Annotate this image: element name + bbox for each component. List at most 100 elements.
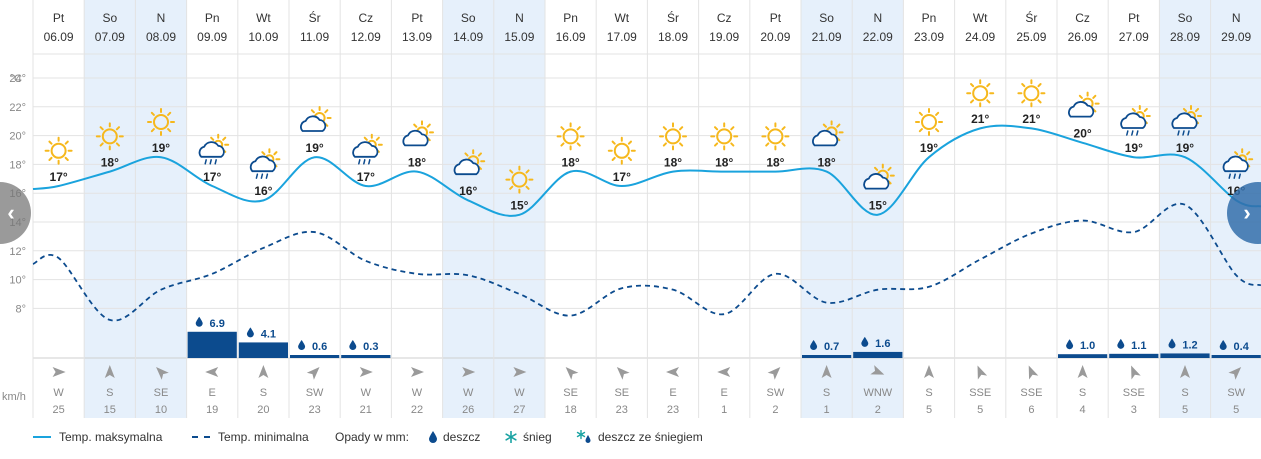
sun-ray — [611, 156, 616, 161]
legend-snow-label: śnieg — [523, 430, 552, 444]
cloud-shape — [402, 129, 429, 147]
wind-direction-label: SE — [614, 387, 629, 399]
rain-streak — [1126, 130, 1129, 136]
legend-solid-line-icon — [33, 436, 51, 438]
wind-direction-label: WNW — [863, 387, 892, 399]
wind-direction-label: W — [463, 387, 474, 399]
legend-min-label: Temp. minimalna — [218, 430, 309, 444]
wind-speed-label: 3 — [1131, 404, 1137, 416]
sun-ray — [576, 126, 581, 131]
wind-speed-label: 22 — [411, 404, 423, 416]
wind-direction-label: E — [209, 387, 216, 399]
rain-drop-icon — [429, 431, 437, 443]
day-date-label: 11.09 — [300, 30, 329, 44]
wind-speed-label: 1 — [721, 404, 727, 416]
rain-streak — [1136, 130, 1139, 136]
wind-speed-label: 1 — [824, 404, 830, 416]
wind-arrow-icon — [205, 367, 219, 377]
wind-direction-label: SSE — [969, 387, 991, 399]
rain-drop-icon — [349, 340, 357, 351]
day-date-label: 08.09 — [146, 30, 176, 44]
day-date-label: 10.09 — [248, 30, 278, 44]
cloud-shape — [863, 173, 890, 190]
wind-arrow-shape — [306, 367, 320, 380]
sun-ray — [781, 126, 786, 131]
sun-core — [1023, 85, 1040, 102]
precip-label: 1.2 — [1182, 339, 1197, 351]
sun-cloud-icon — [453, 149, 486, 176]
sun-ray — [986, 99, 991, 104]
day-date-label: 17.09 — [607, 30, 637, 44]
max-temp-label: 18° — [408, 155, 426, 169]
day-name-label: N — [515, 11, 524, 25]
sun-ray — [509, 185, 514, 190]
max-temp-label: 19° — [152, 141, 170, 155]
day-date-label: 28.09 — [1170, 30, 1200, 44]
sun-ray — [363, 136, 368, 141]
sun-ray — [560, 126, 565, 131]
day-name-label: So — [1178, 11, 1193, 25]
sun-icon — [915, 108, 943, 136]
wind-direction-label: W — [361, 387, 372, 399]
wind-arrow-shape — [717, 367, 731, 377]
wind-arrow-icon — [767, 367, 781, 380]
sun-cloud-rain-icon — [249, 148, 281, 179]
wind-speed-label: 2 — [875, 404, 881, 416]
wind-speed-label: 27 — [513, 404, 525, 416]
precip-label: 0.6 — [312, 341, 327, 353]
wind-speed-label: 21 — [360, 404, 372, 416]
cloud-shape — [249, 155, 276, 173]
sun-cloud-icon — [402, 120, 434, 147]
day-name-label: Wt — [256, 11, 271, 25]
wind-speed-label: 6 — [1028, 404, 1034, 416]
y-tick-label: 24° — [9, 73, 26, 85]
sun-ray — [1182, 107, 1188, 113]
sun-ray — [150, 128, 155, 133]
rain-drop-icon — [298, 340, 306, 351]
cloud-shape — [300, 115, 327, 132]
rain-drop-icon — [1168, 338, 1176, 349]
day-name-label: Cz — [358, 11, 373, 25]
sun-cloud-icon — [863, 163, 895, 190]
sun-icon — [966, 79, 995, 108]
cloud-shape — [352, 141, 379, 158]
legend-sleet: deszcz ze śniegiem — [576, 430, 703, 444]
max-temp-label: 17° — [613, 170, 631, 184]
rain-drop-icon — [1117, 338, 1125, 349]
sun-ray — [261, 151, 266, 156]
wind-direction-label: SE — [154, 387, 169, 399]
day-name-label: Śr — [667, 10, 679, 25]
y-tick-label: 10° — [9, 275, 26, 287]
cloud-shape — [1120, 112, 1147, 129]
day-date-label: 18.09 — [658, 30, 688, 44]
sun-ray — [324, 109, 329, 114]
sun-cloud-rain-icon — [352, 133, 383, 165]
precip-bar — [1160, 353, 1210, 358]
sun-ray — [1131, 107, 1136, 113]
max-temp-label: 16° — [459, 184, 477, 198]
sun-cloud-rain-icon — [198, 133, 230, 165]
sun-ray — [679, 126, 684, 131]
rain-streak — [265, 173, 269, 179]
day-name-label: Pn — [205, 11, 220, 25]
weekend-band — [493, 0, 545, 418]
rain-streak — [363, 159, 366, 165]
sun-core — [716, 128, 733, 145]
day-name-label: N — [873, 11, 882, 25]
rain-streak — [209, 159, 212, 165]
wind-direction-label: SW — [767, 387, 785, 399]
sleet-icon — [576, 430, 592, 444]
legend-snow: śnieg — [505, 430, 552, 444]
day-date-label: 22.09 — [863, 30, 893, 44]
wind-arrow-shape — [205, 367, 219, 377]
precip-label: 6.9 — [210, 318, 225, 330]
cloud-shape — [198, 141, 225, 158]
legend-dashed-line-icon — [192, 436, 210, 438]
sun-core — [613, 142, 630, 159]
max-temp-label: 19° — [306, 141, 324, 155]
wind-arrow-icon — [565, 367, 579, 380]
precip-bar — [1109, 353, 1159, 358]
sun-ray — [627, 156, 632, 161]
wind-arrow-shape — [156, 367, 169, 380]
sun-ray — [765, 142, 770, 147]
